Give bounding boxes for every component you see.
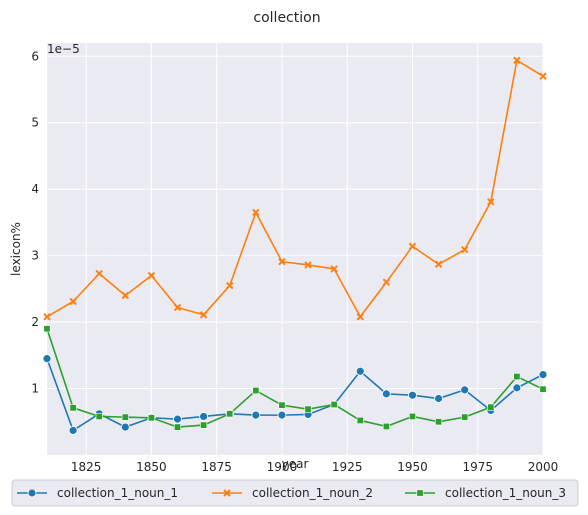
data-point	[252, 387, 260, 395]
data-point	[408, 412, 416, 420]
y-axis-multiplier: 1e−5	[47, 42, 80, 56]
data-point	[356, 313, 364, 321]
data-point	[174, 423, 182, 431]
data-point	[382, 278, 391, 286]
data-point	[487, 198, 495, 206]
data-point	[226, 281, 234, 290]
data-point	[199, 311, 208, 319]
y-tick-label: 6	[31, 49, 39, 63]
x-tick-label: 1950	[397, 460, 428, 474]
legend-item: collection_1_noun_2	[212, 486, 373, 500]
y-axis-ticks: 1 2 3 4 5 6	[31, 49, 39, 395]
data-point	[278, 401, 286, 409]
series-line	[46, 58, 544, 319]
data-point	[252, 208, 260, 217]
data-point	[512, 383, 522, 393]
legend-label: collection_1_noun_1	[57, 486, 178, 500]
legend-box	[11, 479, 579, 507]
data-point	[355, 366, 365, 376]
data-point	[487, 403, 495, 411]
data-point	[43, 325, 51, 333]
data-point	[278, 257, 286, 266]
data-point	[43, 313, 51, 321]
data-point	[251, 410, 261, 420]
data-point	[460, 245, 469, 254]
legend-label: collection_1_noun_3	[445, 486, 566, 500]
series-collection_1_noun_2	[43, 56, 547, 321]
y-axis-label: lexicon%	[9, 222, 23, 276]
data-point	[539, 385, 547, 393]
data-point	[408, 390, 417, 400]
y-tick-label: 1	[31, 382, 39, 396]
y-tick-label: 3	[31, 249, 39, 263]
data-point	[434, 260, 443, 268]
data-point	[304, 261, 312, 269]
data-point	[356, 416, 364, 424]
data-point	[173, 303, 182, 312]
plot-area	[47, 43, 543, 455]
series-layer	[42, 56, 548, 435]
x-tick-label: 1900	[267, 460, 298, 474]
legend-marker	[27, 488, 37, 498]
grid	[47, 43, 544, 455]
data-point	[330, 265, 338, 273]
series-line	[46, 358, 544, 432]
x-tick-label: 1925	[332, 460, 363, 474]
data-point	[95, 412, 103, 420]
y-tick-label: 2	[31, 315, 39, 329]
data-point	[513, 373, 521, 381]
data-point	[304, 405, 312, 413]
chart-title: collection	[253, 10, 320, 26]
data-point	[539, 72, 547, 80]
data-point	[226, 410, 234, 418]
data-point	[434, 394, 443, 403]
x-tick-label: 2000	[528, 460, 559, 474]
legend: collection_1_noun_1 collection_1_noun_2 co…	[11, 479, 579, 507]
data-point	[69, 404, 77, 412]
data-point	[173, 414, 182, 424]
x-tick-label: 1975	[462, 460, 493, 474]
data-point	[121, 413, 129, 421]
data-point	[330, 400, 338, 408]
data-point	[408, 242, 417, 251]
legend-item: collection_1_noun_3	[405, 486, 566, 500]
data-point	[460, 385, 470, 395]
data-point	[147, 414, 155, 422]
data-point	[42, 354, 52, 364]
data-point	[69, 297, 77, 306]
data-point	[95, 269, 103, 278]
legend-item: collection_1_noun_1	[17, 486, 178, 500]
x-tick-label: 1825	[71, 460, 102, 474]
x-tick-label: 1875	[201, 460, 232, 474]
legend-marker	[416, 489, 424, 497]
data-point	[199, 412, 209, 421]
legend-label: collection_1_noun_2	[252, 486, 373, 500]
x-axis-ticks: 1825 1850 1875 1900 1925 1950 1975 2000	[71, 460, 558, 474]
data-point	[120, 422, 130, 432]
data-point	[435, 418, 443, 426]
series-collection_1_noun_3	[43, 325, 547, 431]
data-point	[382, 422, 390, 430]
data-point	[538, 370, 548, 379]
data-point	[147, 271, 156, 280]
y-tick-label: 4	[31, 182, 39, 196]
legend-marker	[223, 489, 231, 497]
data-point	[200, 421, 208, 429]
x-tick-label: 1850	[136, 460, 167, 474]
y-tick-label: 5	[31, 116, 39, 130]
data-point	[68, 426, 78, 435]
data-point	[121, 291, 130, 300]
series-line	[46, 328, 544, 428]
x-axis-label: year	[282, 457, 309, 471]
data-point	[277, 410, 287, 420]
data-point	[513, 56, 521, 64]
data-point	[381, 389, 391, 399]
data-point	[461, 413, 469, 421]
